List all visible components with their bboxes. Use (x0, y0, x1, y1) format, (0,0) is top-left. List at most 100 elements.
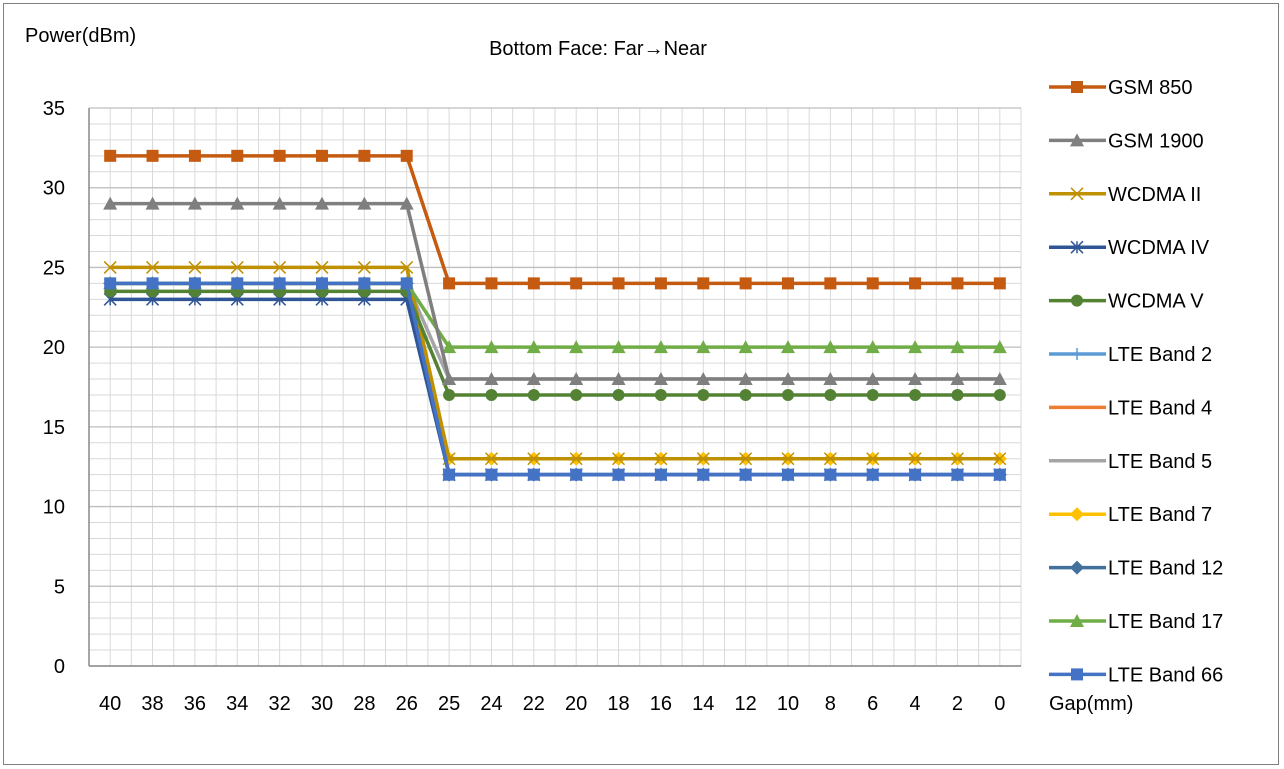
data-point-gsm-850 (993, 277, 1006, 290)
data-point-lte-band-66 (654, 468, 667, 481)
data-point-gsm-850 (231, 149, 244, 162)
chart-frame (3, 3, 1279, 765)
data-point-wcdma-v (485, 388, 498, 401)
legend-item-lte-band-7[interactable]: LTE Band 7 (1049, 504, 1212, 526)
data-point-gsm-850 (697, 277, 710, 290)
y-tick-label: 15 (43, 417, 65, 439)
y-tick-labels: 0 5 10 15 20 25 30 35 (43, 98, 65, 678)
data-point-lte-band-66 (951, 468, 964, 481)
data-point-gsm-850 (146, 149, 159, 162)
legend-item-wcdma-ii[interactable]: WCDMA II (1049, 184, 1201, 206)
y-tick-label: 5 (54, 576, 65, 598)
series-lte-band-66 (104, 277, 1006, 481)
data-point-lte-band-66 (188, 277, 201, 290)
data-point-wcdma-ii (823, 452, 837, 466)
data-point-gsm-1900 (738, 372, 753, 386)
data-point-gsm-850 (654, 277, 667, 290)
data-point-wcdma-v (824, 388, 837, 401)
legend-item-lte-band-12[interactable]: LTE Band 12 (1049, 558, 1223, 580)
legend-item-lte-band-66[interactable]: LTE Band 66 (1049, 664, 1223, 686)
data-point-lte-band-17 (653, 340, 668, 354)
data-point-wcdma-ii (739, 452, 753, 466)
data-point-lte-band-17 (865, 340, 880, 354)
data-point-wcdma-v (443, 388, 456, 401)
legend-item-lte-band-5[interactable]: LTE Band 5 (1049, 451, 1212, 473)
data-point-wcdma-v (739, 388, 752, 401)
data-point-lte-band-66 (316, 277, 328, 290)
data-point-wcdma-ii (357, 260, 371, 274)
legend-item-lte-band-17[interactable]: LTE Band 17 (1049, 611, 1223, 633)
legend-marker (1070, 507, 1084, 522)
legend-marker (1070, 187, 1084, 201)
legend-item-gsm-850[interactable]: GSM 850 (1049, 77, 1192, 99)
data-point-lte-band-66 (739, 468, 752, 481)
data-point-gsm-850 (188, 149, 201, 162)
x-tick-label: 28 (353, 693, 375, 715)
data-point-gsm-1900 (992, 372, 1007, 386)
data-point-wcdma-ii (103, 260, 117, 274)
legend-label: LTE Band 66 (1108, 664, 1223, 686)
data-point-wcdma-ii (654, 452, 668, 466)
legend-marker (1070, 560, 1084, 575)
data-point-wcdma-v (951, 388, 964, 401)
legend-marker (1070, 133, 1084, 147)
data-point-wcdma-ii (273, 260, 287, 274)
data-point-gsm-850 (485, 277, 498, 290)
data-point-wcdma-v (654, 388, 667, 401)
x-tick-label: 30 (311, 693, 333, 715)
series-line-wcdma-v (110, 289, 1000, 397)
x-tick-label: 18 (607, 693, 629, 715)
legend-item-lte-band-4[interactable]: LTE Band 4 (1049, 397, 1212, 419)
data-point-gsm-1900 (442, 372, 457, 386)
data-point-gsm-850 (739, 277, 752, 290)
series-line-gsm-1900 (110, 201, 1000, 381)
x-tick-label: 8 (825, 693, 836, 715)
legend-item-lte-band-2[interactable]: LTE Band 2 (1049, 344, 1212, 366)
x-tick-label: 12 (735, 693, 757, 715)
data-point-gsm-1900 (908, 372, 923, 386)
series-line-wcdma-ii (110, 265, 1000, 461)
data-point-gsm-1900 (696, 372, 711, 386)
x-tick-label: 2 (952, 693, 963, 715)
data-point-gsm-850 (824, 277, 837, 290)
legend-marker (1070, 240, 1084, 254)
gridlines (88, 107, 1022, 667)
data-point-lte-band-66 (866, 468, 879, 481)
legend-label: WCDMA IV (1108, 237, 1210, 259)
data-point-lte-band-17 (611, 340, 626, 354)
y-tick-label: 25 (43, 257, 65, 279)
data-point-wcdma-ii (400, 260, 414, 274)
legend-item-wcdma-v[interactable]: WCDMA V (1049, 291, 1204, 313)
data-point-wcdma-ii (527, 452, 541, 466)
data-point-gsm-1900 (484, 372, 499, 386)
data-point-gsm-1900 (653, 372, 668, 386)
x-tick-label: 36 (184, 693, 206, 715)
data-point-gsm-1900 (781, 372, 795, 386)
data-point-gsm-850 (570, 277, 583, 290)
x-tick-label: 32 (269, 693, 291, 715)
legend[interactable]: GSM 850 GSM 1900 WCDMA II WCDMA IV WCDMA V LT… (1049, 77, 1223, 686)
data-point-wcdma-v (612, 388, 625, 401)
x-tick-label: 16 (650, 693, 672, 715)
data-point-lte-band-66 (273, 277, 286, 290)
legend-marker (1071, 81, 1083, 93)
legend-label: LTE Band 12 (1108, 558, 1223, 580)
x-tick-label: 22 (523, 693, 545, 715)
data-point-gsm-850 (527, 277, 540, 290)
legend-label: GSM 1900 (1108, 130, 1204, 152)
legend-item-gsm-1900[interactable]: GSM 1900 (1049, 130, 1204, 152)
data-point-gsm-850 (316, 149, 328, 162)
series-lines (103, 149, 1007, 482)
data-point-gsm-850 (273, 149, 286, 162)
data-point-wcdma-v (866, 388, 879, 401)
data-point-wcdma-v (782, 388, 794, 401)
data-point-wcdma-ii (230, 260, 244, 274)
data-point-gsm-850 (443, 277, 456, 290)
data-point-wcdma-v (909, 388, 922, 401)
legend-marker (1071, 668, 1083, 681)
y-tick-label: 35 (43, 98, 65, 120)
legend-item-wcdma-iv[interactable]: WCDMA IV (1049, 237, 1210, 259)
data-point-gsm-1900 (145, 196, 160, 210)
series-wcdma-ii (103, 260, 1007, 466)
